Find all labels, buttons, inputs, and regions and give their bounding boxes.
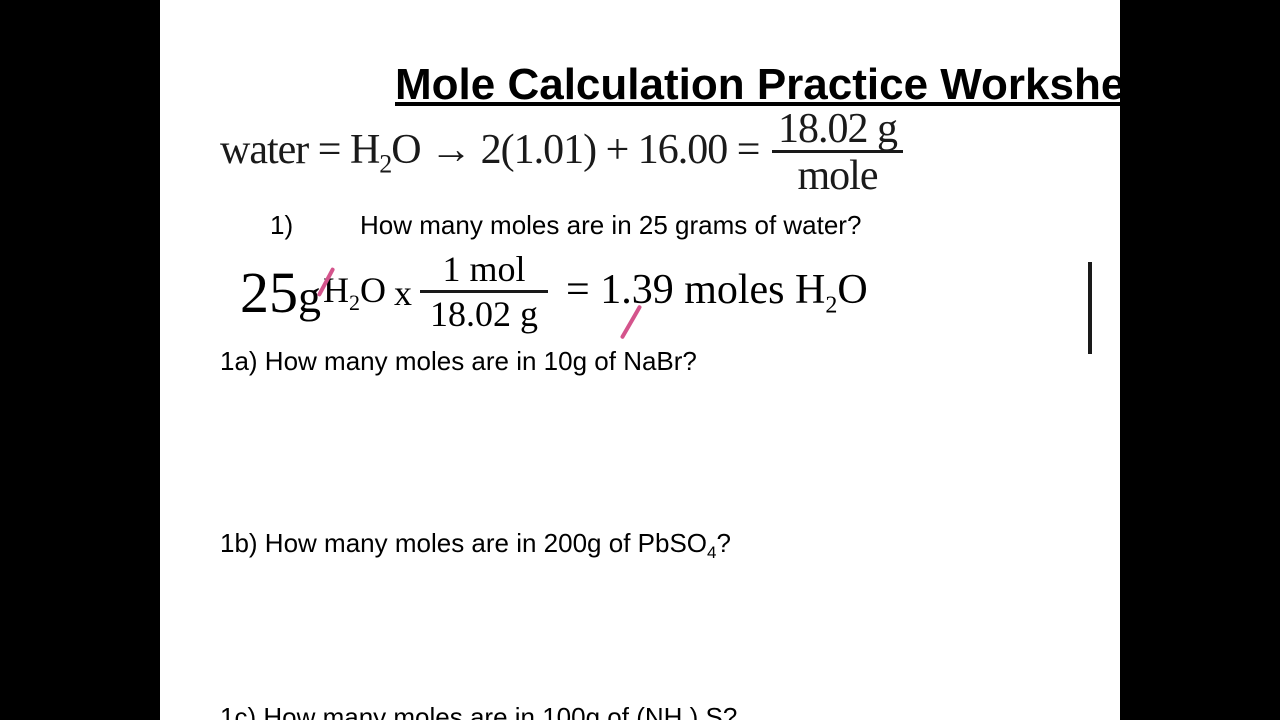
hw-mid: O → 2(1.01) + 16.00 = (391, 127, 759, 173)
conversion-fraction: 1 mol 18.02 g (420, 250, 548, 336)
question-1c: 1c) How many moles are in 100g of (NH ) … (220, 702, 737, 720)
handwriting-calculation: 25g H2O x 1 mol 18.02 g = 1.39 moles H2O (240, 250, 868, 336)
q1b-prefix: 1b) How many moles are in 200g of PbSO (220, 528, 707, 558)
multiply-symbol: x (394, 272, 412, 314)
worksheet-content: Mole Calculation Practice Workshee water… (160, 0, 1120, 720)
fraction-num: 18.02 g (772, 108, 903, 153)
worksheet-title: Mole Calculation Practice Workshee (395, 60, 1085, 110)
conversion-num: 1 mol (420, 250, 548, 293)
question-1-text: How many moles are in 25 grams of water? (360, 210, 861, 240)
result: = 1.39 moles H2O (566, 266, 868, 319)
right-black-bar (1120, 0, 1280, 720)
molar-mass-fraction: 18.02 g mole (772, 108, 903, 199)
question-1: 1)How many moles are in 25 grams of wate… (270, 210, 861, 241)
conversion-den: 18.02 g (420, 293, 548, 336)
question-1b: 1b) How many moles are in 200g of PbSO4? (220, 528, 731, 563)
question-1a: 1a) How many moles are in 10g of NaBr? (220, 346, 697, 377)
hw-prefix: water = H (220, 127, 379, 173)
left-black-bar (0, 0, 160, 720)
given-substance: H2O (323, 269, 386, 316)
fraction-den: mole (772, 153, 903, 199)
answer-end-bar (1088, 262, 1092, 354)
q1b-sub: 4 (707, 543, 716, 562)
handwriting-molar-mass: water = H2O → 2(1.01) + 16.00 = 18.02 g … (220, 108, 903, 199)
question-1-number: 1) (270, 210, 360, 241)
hw-sub: 2 (379, 150, 391, 179)
given-value: 25g (240, 259, 321, 326)
q1b-suffix: ? (717, 528, 731, 558)
